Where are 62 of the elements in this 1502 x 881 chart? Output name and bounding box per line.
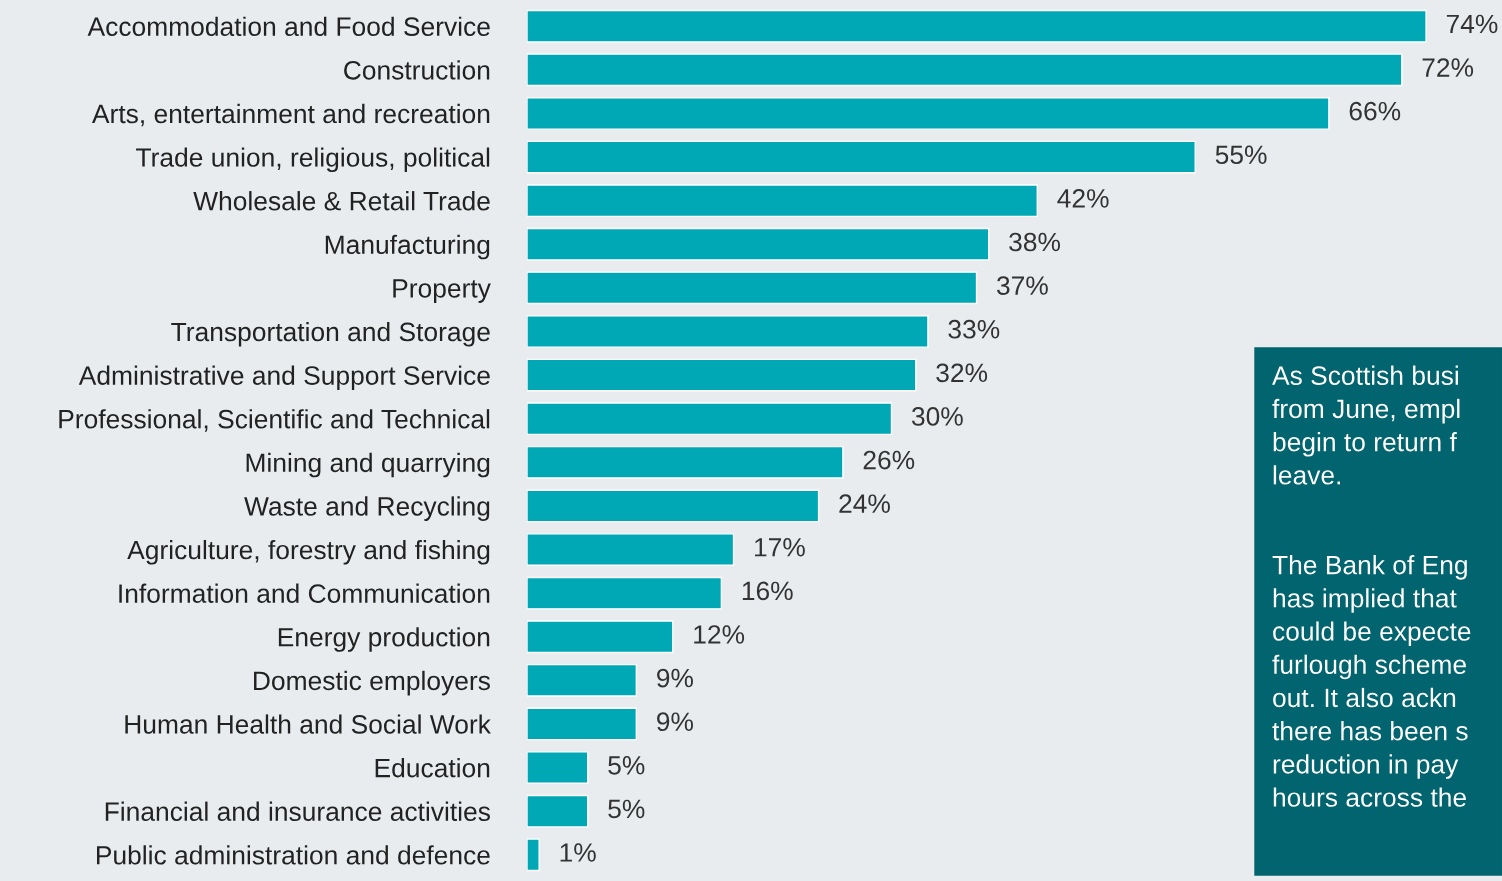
y-tick-label: Accommodation and Food Service: [87, 16, 490, 37]
data-label: 72%: [1422, 58, 1474, 77]
bar: [527, 576, 723, 610]
bar: [527, 227, 990, 261]
y-tick-label: Property: [393, 279, 491, 303]
y-tick-label: Agriculture, forestry and fishing: [127, 539, 490, 565]
data-label: 1%: [560, 843, 596, 862]
bar: [527, 620, 674, 654]
data-label: 66%: [1349, 101, 1401, 121]
data-label: 55%: [1215, 145, 1267, 165]
data-label: 24%: [839, 494, 890, 513]
bar: [527, 751, 589, 784]
y-tick-label: Manufacturing: [325, 234, 490, 260]
y-tick-label: Mining and quarrying: [246, 452, 490, 478]
data-label: 12%: [694, 625, 745, 644]
data-label: 9%: [657, 712, 693, 732]
data-label: 33%: [948, 319, 1000, 339]
bar: [527, 533, 735, 566]
y-tick-label: Public administration and defence: [97, 845, 490, 865]
bar: [527, 402, 893, 436]
bar: [527, 358, 917, 392]
bar: [527, 315, 929, 348]
y-tick-label: Human Health and Social Work: [125, 714, 491, 734]
data-label: 9%: [657, 668, 693, 688]
bar: [527, 489, 820, 523]
bar: [527, 663, 638, 697]
y-tick-label: Transportation and Storage: [171, 321, 490, 347]
bar: [527, 184, 1038, 218]
data-label: 74%: [1446, 14, 1498, 34]
y-tick-label: Information and Communication: [119, 583, 490, 603]
data-label: 32%: [936, 363, 988, 383]
bar: [527, 140, 1196, 174]
annotation: As Scottish busi from June, empl begin to return f leave.: [1272, 365, 1460, 485]
data-label: 5%: [608, 799, 645, 819]
y-tick-label: Administrative and Support Service: [78, 365, 490, 391]
y-tick-label: Construction: [344, 60, 490, 80]
y-tick-label: Arts, entertainment and recreation: [92, 103, 490, 127]
data-label: 30%: [911, 407, 963, 426]
bar: [527, 9, 1427, 43]
annotation: The Bank of Eng has implied that could be expecte furlough scheme out. It also ackn there has been s reduction in pay hours across the: [1272, 555, 1471, 807]
y-tick-label: Financial and insurance activities: [105, 801, 490, 821]
bar: [527, 838, 540, 872]
bar: [527, 97, 1330, 130]
data-label: 16%: [742, 581, 793, 601]
data-label: 37%: [996, 276, 1048, 295]
bar: [527, 794, 589, 828]
y-tick-label: Education: [375, 758, 490, 778]
bar: [527, 445, 844, 479]
y-tick-label: Wholesale & Retail Trade: [193, 191, 490, 211]
data-label: 38%: [1009, 232, 1061, 252]
y-tick-label: Trade union, religious, political: [136, 147, 490, 173]
y-tick-label: Professional, Scientific and Technical: [59, 409, 490, 432]
bar: [527, 707, 638, 741]
y-tick-label: Domestic employers: [254, 670, 490, 696]
data-label: 17%: [755, 538, 805, 557]
bar: [527, 271, 978, 305]
bar: [527, 53, 1403, 87]
data-label: 26%: [863, 450, 915, 470]
data-label: 5%: [608, 756, 645, 775]
y-tick-label: Energy production: [278, 627, 490, 652]
y-tick-label: Waste and Recycling: [244, 496, 490, 521]
data-label: 42%: [1057, 189, 1109, 208]
